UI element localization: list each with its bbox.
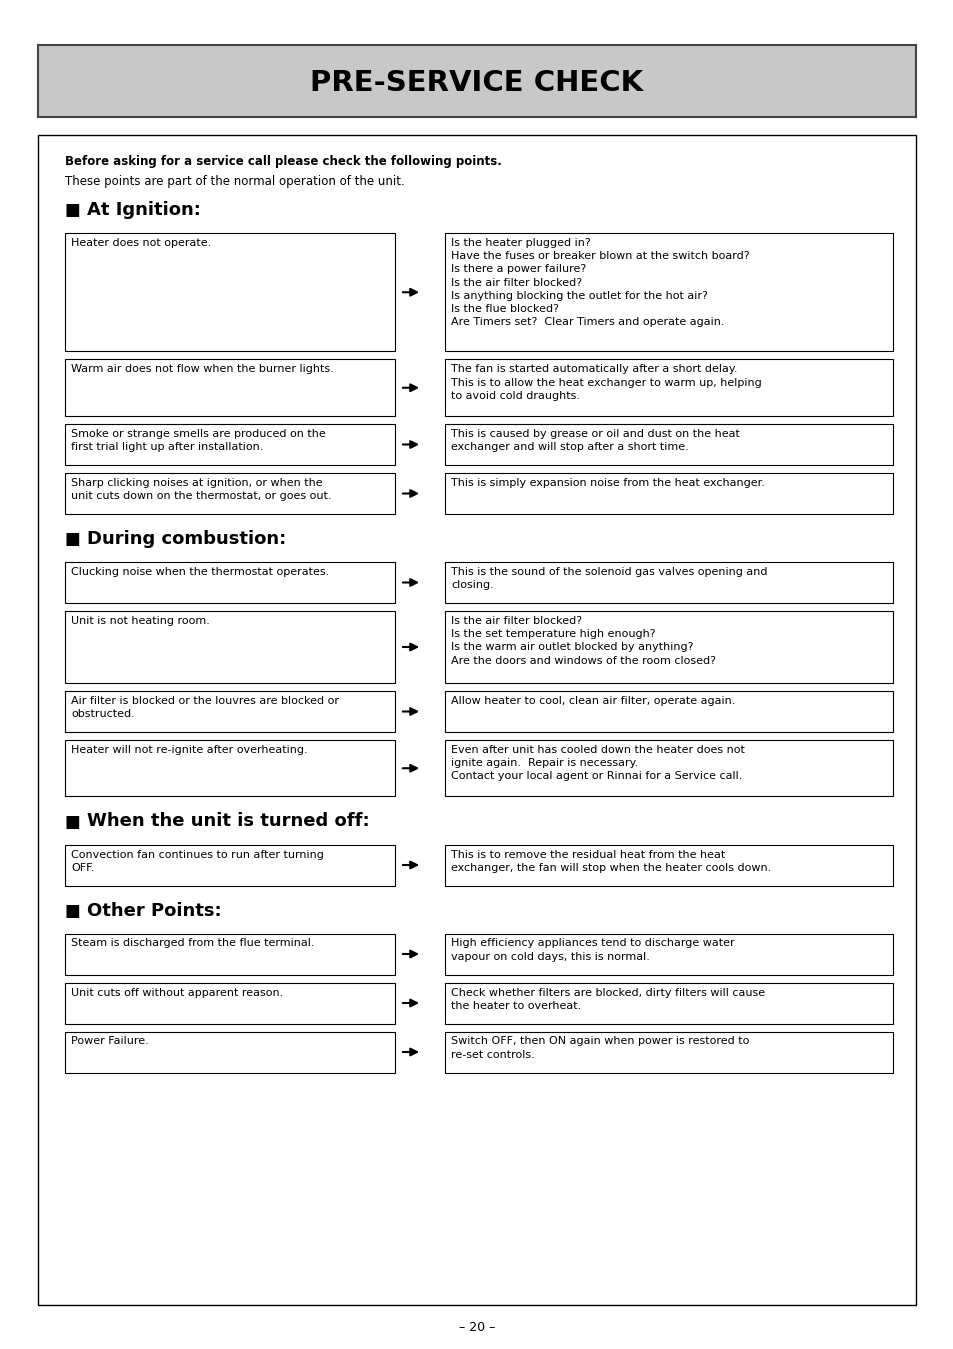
- Text: Sharp clicking noises at ignition, or when the
unit cuts down on the thermostat,: Sharp clicking noises at ignition, or wh…: [71, 478, 331, 502]
- Text: ■: ■: [65, 530, 81, 548]
- Bar: [444, 982, 892, 1024]
- Bar: [65, 424, 395, 465]
- Bar: [38, 45, 915, 117]
- Bar: [65, 1032, 395, 1072]
- Bar: [65, 982, 395, 1024]
- Bar: [65, 233, 395, 352]
- Bar: [444, 233, 892, 352]
- Text: – 20 –: – 20 –: [458, 1321, 495, 1334]
- Bar: [444, 844, 892, 885]
- Text: This is the sound of the solenoid gas valves opening and
closing.: This is the sound of the solenoid gas va…: [451, 567, 767, 591]
- Bar: [444, 424, 892, 465]
- Text: Switch OFF, then ON again when power is restored to
re-set controls.: Switch OFF, then ON again when power is …: [451, 1036, 749, 1060]
- Bar: [444, 473, 892, 514]
- Text: Heater does not operate.: Heater does not operate.: [71, 237, 211, 248]
- Text: Smoke or strange smells are produced on the
first trial light up after installat: Smoke or strange smells are produced on …: [71, 429, 325, 452]
- Text: Heater will not re-ignite after overheating.: Heater will not re-ignite after overheat…: [71, 745, 307, 755]
- Text: Is the heater plugged in?
Have the fuses or breaker blown at the switch board?
I: Is the heater plugged in? Have the fuses…: [451, 237, 749, 328]
- Text: Is the air filter blocked?
Is the set temperature high enough?
Is the warm air o: Is the air filter blocked? Is the set te…: [451, 616, 716, 665]
- Text: Air filter is blocked or the louvres are blocked or
obstructed.: Air filter is blocked or the louvres are…: [71, 696, 338, 719]
- Text: High efficiency appliances tend to discharge water
vapour on cold days, this is : High efficiency appliances tend to disch…: [451, 939, 734, 962]
- Text: When the unit is turned off:: When the unit is turned off:: [87, 812, 369, 831]
- Text: Check whether filters are blocked, dirty filters will cause
the heater to overhe: Check whether filters are blocked, dirty…: [451, 987, 764, 1010]
- Text: ■: ■: [65, 201, 81, 219]
- Bar: [444, 934, 892, 974]
- Text: This is simply expansion noise from the heat exchanger.: This is simply expansion noise from the …: [451, 478, 764, 488]
- Bar: [65, 934, 395, 974]
- Bar: [444, 611, 892, 683]
- Text: Steam is discharged from the flue terminal.: Steam is discharged from the flue termin…: [71, 939, 314, 948]
- Text: These points are part of the normal operation of the unit.: These points are part of the normal oper…: [65, 175, 404, 188]
- Bar: [65, 359, 395, 415]
- Text: Unit is not heating room.: Unit is not heating room.: [71, 616, 210, 626]
- Bar: [65, 844, 395, 885]
- Bar: [444, 741, 892, 796]
- Text: Even after unit has cooled down the heater does not
ignite again.  Repair is nec: Even after unit has cooled down the heat…: [451, 745, 744, 781]
- Text: Other Points:: Other Points:: [87, 901, 221, 920]
- Bar: [65, 741, 395, 796]
- Text: Power Failure.: Power Failure.: [71, 1036, 149, 1047]
- Bar: [65, 473, 395, 514]
- Text: PRE-SERVICE CHECK: PRE-SERVICE CHECK: [310, 69, 643, 97]
- Text: This is caused by grease or oil and dust on the heat
exchanger and will stop aft: This is caused by grease or oil and dust…: [451, 429, 740, 452]
- Bar: [65, 611, 395, 683]
- Text: Clucking noise when the thermostat operates.: Clucking noise when the thermostat opera…: [71, 567, 329, 577]
- Text: Allow heater to cool, clean air filter, operate again.: Allow heater to cool, clean air filter, …: [451, 696, 735, 706]
- Bar: [65, 563, 395, 603]
- Text: ■: ■: [65, 901, 81, 920]
- Text: At Ignition:: At Ignition:: [87, 201, 201, 219]
- Text: ■: ■: [65, 812, 81, 831]
- Bar: [444, 691, 892, 733]
- Bar: [444, 1032, 892, 1072]
- Text: The fan is started automatically after a short delay.
This is to allow the heat : The fan is started automatically after a…: [451, 364, 760, 401]
- Text: Before asking for a service call please check the following points.: Before asking for a service call please …: [65, 155, 501, 169]
- Bar: [444, 359, 892, 415]
- Text: Unit cuts off without apparent reason.: Unit cuts off without apparent reason.: [71, 987, 283, 997]
- Bar: [444, 563, 892, 603]
- Text: During combustion:: During combustion:: [87, 530, 286, 548]
- Text: Warm air does not flow when the burner lights.: Warm air does not flow when the burner l…: [71, 364, 334, 375]
- Text: This is to remove the residual heat from the heat
exchanger, the fan will stop w: This is to remove the residual heat from…: [451, 850, 770, 873]
- Bar: [65, 691, 395, 733]
- Text: Convection fan continues to run after turning
OFF.: Convection fan continues to run after tu…: [71, 850, 323, 873]
- Bar: [38, 135, 915, 1304]
